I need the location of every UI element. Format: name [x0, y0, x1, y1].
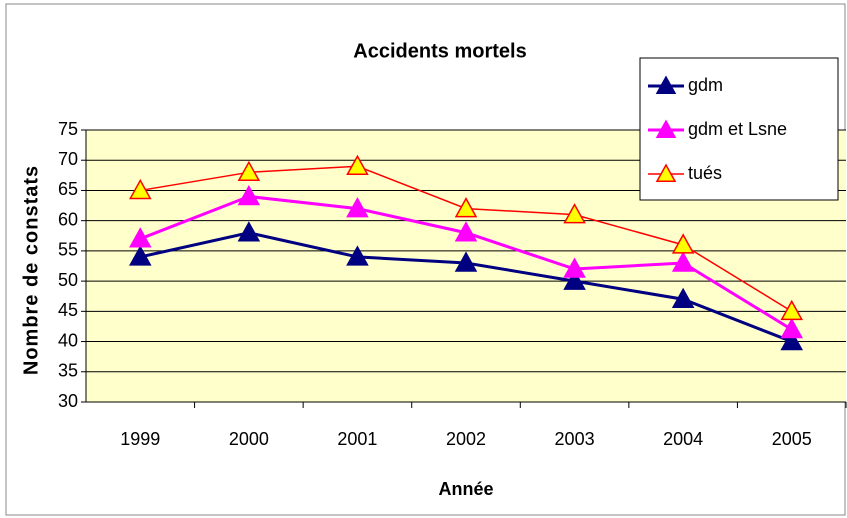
x-tick-label: 1999 [120, 429, 160, 449]
legend-label: gdm et Lsne [688, 119, 787, 139]
point-marker [671, 287, 695, 308]
point-marker [671, 233, 695, 254]
y-tick-label: 55 [58, 240, 78, 260]
point-marker [129, 245, 152, 266]
point-marker [780, 317, 803, 339]
x-tick-label: 2004 [663, 429, 703, 449]
point-marker [454, 221, 478, 242]
point-marker [346, 197, 369, 218]
point-marker [780, 330, 803, 351]
x-tick-label: 2003 [555, 429, 595, 449]
point-marker [346, 245, 369, 266]
point-marker [237, 184, 261, 206]
y-tick-label: 50 [58, 270, 78, 290]
x-axis-label: Année [438, 479, 493, 499]
point-marker [454, 197, 478, 218]
point-marker [454, 251, 478, 272]
y-axis-label: Nombre de constats [20, 165, 42, 375]
y-tick-label: 40 [58, 330, 78, 350]
y-tick-label: 75 [58, 119, 78, 139]
point-marker [780, 299, 803, 321]
point-marker [563, 269, 586, 290]
point-marker [129, 227, 152, 248]
x-tick-label: 2005 [772, 429, 812, 449]
chart-title: Accidents mortels [353, 40, 526, 62]
y-tick-label: 70 [58, 149, 78, 169]
point-marker [237, 221, 261, 242]
y-tick-label: 60 [58, 209, 78, 229]
point-marker [346, 154, 369, 176]
legend-label: tués [688, 163, 722, 183]
y-tick-label: 35 [58, 361, 78, 381]
x-tick-label: 2001 [337, 429, 377, 449]
legend-marker [655, 119, 677, 138]
y-tick-label: 30 [58, 391, 78, 411]
legend-marker [655, 75, 677, 94]
point-marker [671, 251, 695, 272]
point-marker [563, 257, 586, 278]
legend-marker [655, 163, 677, 182]
y-tick-label: 65 [58, 179, 78, 199]
x-tick-label: 2000 [229, 429, 269, 449]
x-tick-label: 2002 [446, 429, 486, 449]
point-marker [237, 160, 261, 182]
point-marker [129, 178, 152, 200]
point-marker [563, 203, 586, 224]
legend-label: gdm [688, 75, 723, 95]
y-tick-label: 45 [58, 300, 78, 320]
